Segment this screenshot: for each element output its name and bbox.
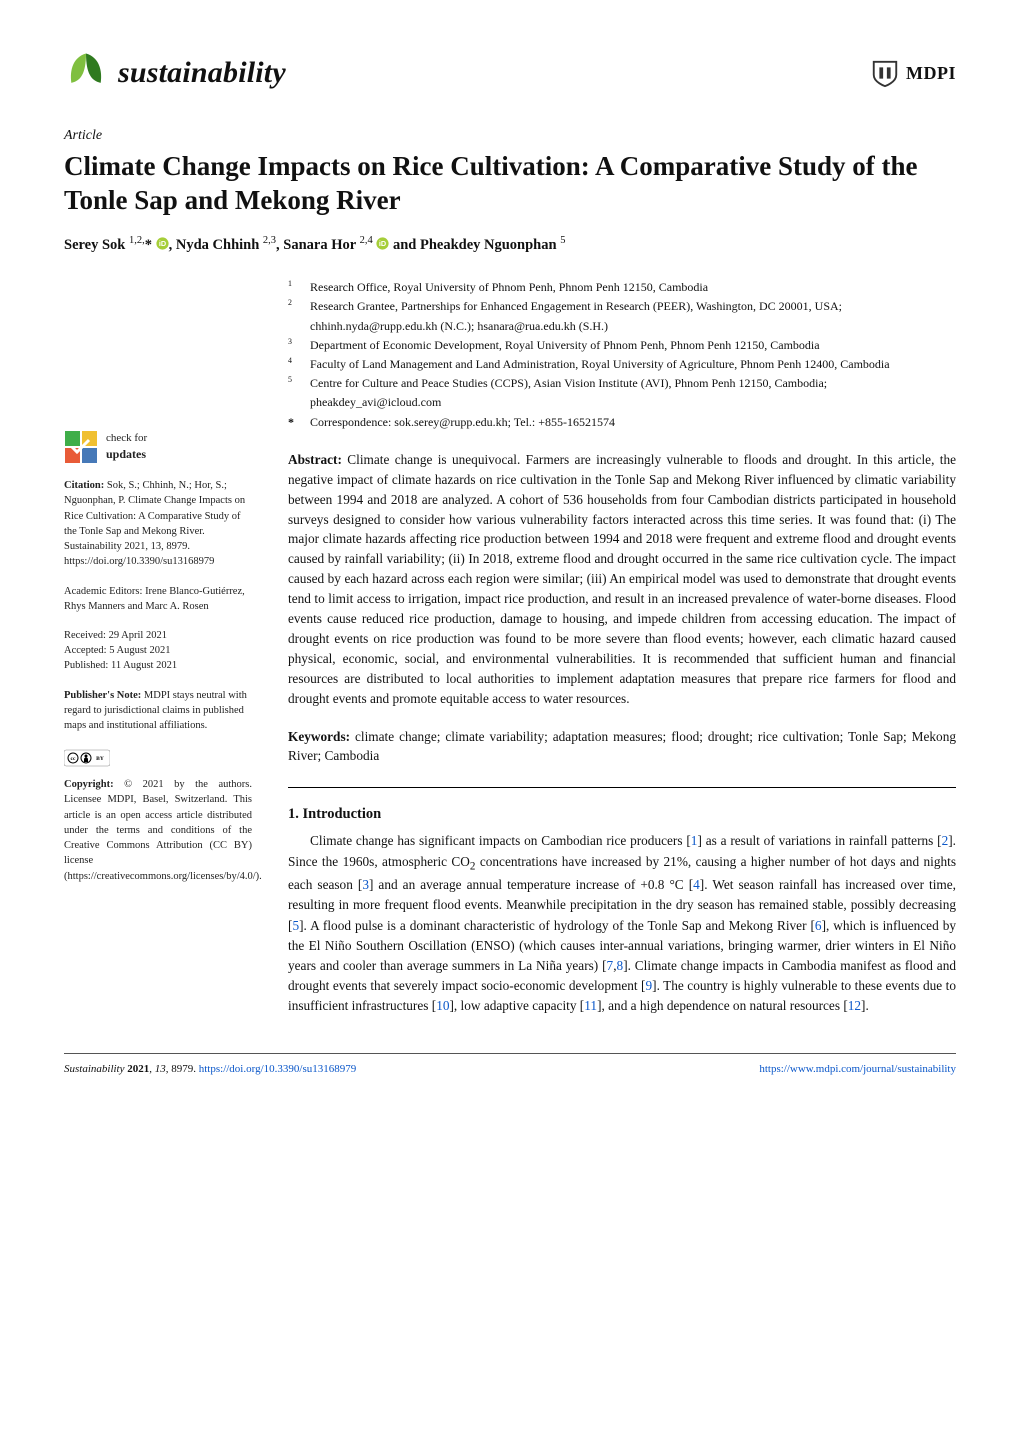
affil-text: Faculty of Land Management and Land Admi… [310,355,956,374]
author-and: and [393,237,420,253]
citation-block: Citation: Sok, S.; Chhinh, N.; Hor, S.; … [64,478,252,569]
affil-text: Department of Economic Development, Roya… [310,336,956,355]
dates-block: Received: 29 April 2021 Accepted: 5 Augu… [64,628,252,674]
received-date: 29 April 2021 [109,630,167,641]
citation-text: Sok, S.; Chhinh, N.; Hor, S.; Nguonphan,… [64,480,245,567]
citation-ref[interactable]: 9 [645,978,652,993]
svg-text:BY: BY [96,756,104,762]
citation-label: Citation: [64,480,104,491]
check-updates[interactable]: check for updates [64,430,252,464]
intro-body: Climate change has significant impacts o… [288,831,956,1016]
affil-row: 3Department of Economic Development, Roy… [288,336,956,355]
main-column: 1 Research Office, Royal University of Ph… [288,278,956,1016]
subscript: 2 [470,860,476,872]
affiliations: 1Research Office, Royal University of Ph… [288,278,956,432]
header-row: sustainability MDPI [64,48,956,98]
affil-text: Research Office, Royal University of Phn… [310,278,956,297]
affil-text: Research Grantee, Partnerships for Enhan… [310,297,956,335]
citation-ref[interactable]: 7 [607,958,614,973]
check-updates-label: check for updates [106,431,147,464]
page-footer: Sustainability 2021, 13, 8979. https://d… [64,1053,956,1078]
citation-ref[interactable]: 5 [292,918,299,933]
doi-link[interactable]: https://doi.org/10.3390/su13168979 [199,1063,356,1075]
pubnote-label: Publisher's Note: [64,690,141,701]
journal-link[interactable]: https://www.mdpi.com/journal/sustainabil… [759,1063,956,1075]
published-label: Published: [64,660,111,671]
journal-name: sustainability [118,51,286,95]
affil-row: 2Research Grantee, Partnerships for Enha… [288,297,956,335]
section-rule [288,787,956,788]
author-3: Sanara Hor 2,4 [283,237,372,253]
accepted-date: 5 August 2021 [109,645,170,656]
copyright-text: © 2021 by the authors. Licensee MDPI, Ba… [64,779,262,881]
check-updates-icon [64,430,98,464]
sidebar: check for updates Citation: Sok, S.; Chh… [64,278,252,1016]
author-sep: , [169,237,176,253]
citation-ref[interactable]: 11 [584,998,597,1013]
correspondence-row: *Correspondence: sok.serey@rupp.edu.kh; … [288,413,956,432]
author-1: Serey Sok 1,2,* [64,237,152,253]
abstract-label: Abstract: [288,452,342,467]
published-date: 11 August 2021 [111,660,177,671]
received-label: Received: [64,630,109,641]
abstract-text: Climate change is unequivocal. Farmers a… [288,452,956,706]
authors-line: Serey Sok 1,2,* iD , Nyda Chhinh 2,3, Sa… [64,233,956,256]
orcid-icon[interactable]: iD [156,236,169,249]
citation-ref[interactable]: 6 [815,918,822,933]
publishers-note-block: Publisher's Note: MDPI stays neutral wit… [64,688,252,734]
orcid-icon[interactable]: iD [376,236,389,249]
article-type: Article [64,126,956,146]
article-title: Climate Change Impacts on Rice Cultivati… [64,150,956,218]
copyright-label: Copyright: [64,779,114,790]
cc-license-badge[interactable]: cc BY [64,747,252,769]
footer-left: Sustainability 2021, 13, 8979. https://d… [64,1062,356,1078]
affil-row: 1Research Office, Royal University of Ph… [288,278,956,297]
correspondence-text: Correspondence: sok.serey@rupp.edu.kh; T… [310,413,956,432]
citation-ref[interactable]: 12 [848,998,861,1013]
affil-row: 4Faculty of Land Management and Land Adm… [288,355,956,374]
journal-brand: sustainability [64,48,286,98]
keywords-block: Keywords: climate change; climate variab… [288,727,956,766]
author-4: Pheakdey Nguonphan 5 [420,237,565,253]
leaf-icon [64,48,108,98]
svg-text:iD: iD [379,239,386,248]
editors-block: Academic Editors: Irene Blanco-Gutiérrez… [64,584,252,614]
affil-row: 5Centre for Culture and Peace Studies (C… [288,374,956,412]
citation-ref[interactable]: 10 [436,998,449,1013]
intro-heading: 1. Introduction [288,804,956,825]
keywords-label: Keywords: [288,729,350,744]
citation-ref[interactable]: 8 [617,958,624,973]
copyright-block: Copyright: © 2021 by the authors. Licens… [64,777,252,884]
footer-right: https://www.mdpi.com/journal/sustainabil… [759,1062,956,1078]
citation-ref[interactable]: 1 [691,833,698,848]
editors-label: Academic Editors: [64,586,145,597]
accepted-label: Accepted: [64,645,109,656]
abstract-body: Abstract: Climate change is unequivocal.… [288,450,956,709]
affil-text: Centre for Culture and Peace Studies (CC… [310,374,956,412]
publisher-name: MDPI [906,60,956,86]
citation-ref[interactable]: 2 [942,833,949,848]
keywords-text: climate change; climate variability; ada… [288,729,956,763]
publisher-logo: MDPI [870,58,956,88]
svg-text:iD: iD [158,239,165,248]
citation-ref[interactable]: 3 [362,877,369,892]
mdpi-shield-icon [870,58,900,88]
author-2: Nyda Chhinh 2,3 [176,237,276,253]
abstract-block: Abstract: Climate change is unequivocal.… [288,450,956,709]
citation-ref[interactable]: 4 [693,877,700,892]
svg-text:cc: cc [71,756,76,762]
